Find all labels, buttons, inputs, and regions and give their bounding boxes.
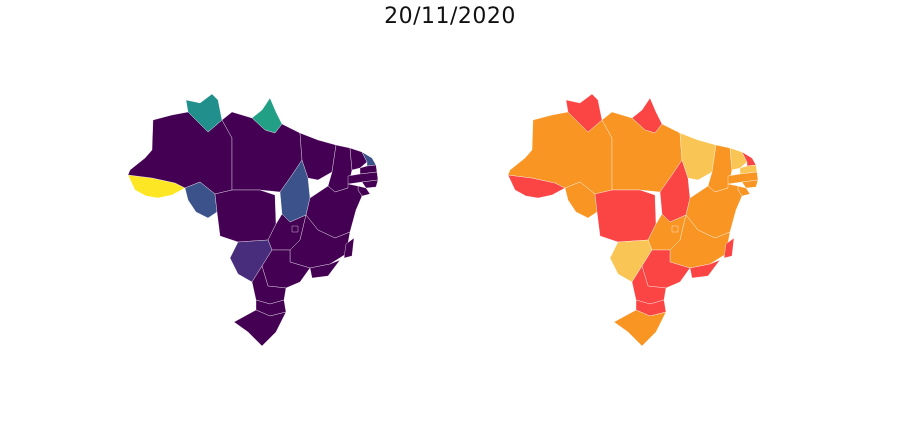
state-region-mt <box>214 189 277 243</box>
state-region-al <box>361 179 379 189</box>
state-region-ma <box>679 132 717 181</box>
figure-title: 20/11/2020 <box>384 4 516 29</box>
state-region-ro <box>564 181 598 219</box>
state-region-rs <box>233 309 287 347</box>
state-region-ro <box>184 181 218 219</box>
state-region-es <box>723 237 735 259</box>
state-region-ma <box>299 132 337 181</box>
state-region-rj <box>689 259 721 279</box>
state-region-pb <box>739 164 758 175</box>
state-region-df <box>291 225 299 233</box>
state-region-es <box>343 237 355 259</box>
state-region-al <box>741 179 759 189</box>
state-region-pb <box>359 164 378 175</box>
state-region-rs <box>613 309 667 347</box>
state-region-rj <box>309 259 341 279</box>
state-region-mt <box>594 189 657 243</box>
brazil-map-right <box>507 93 759 347</box>
state-region-df <box>671 225 679 233</box>
brazil-map-left <box>127 93 379 347</box>
